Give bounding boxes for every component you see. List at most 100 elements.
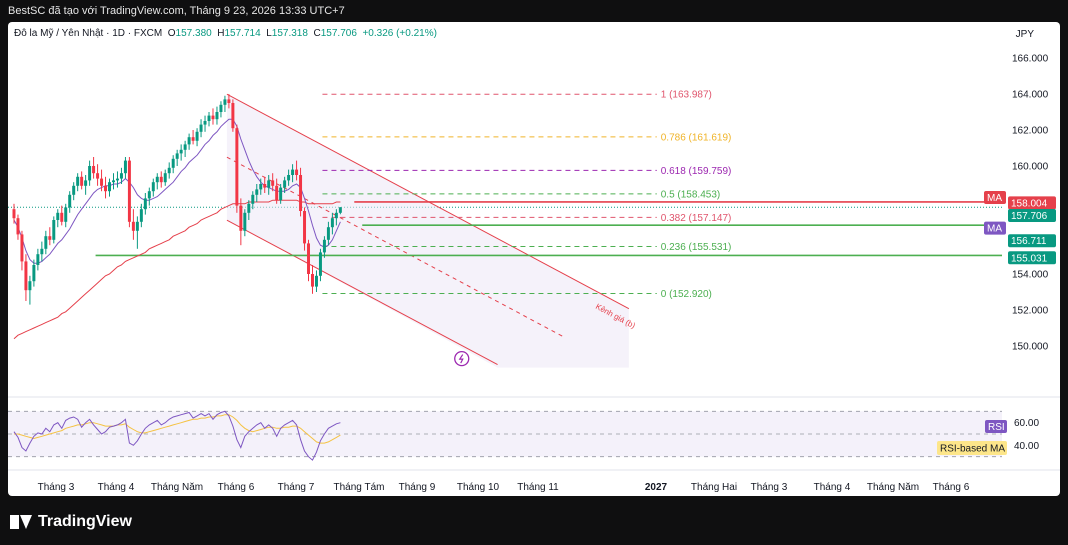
- candle-body: [72, 185, 76, 195]
- close-value: 157.706: [320, 28, 357, 39]
- time-tick-label: Tháng 3: [38, 482, 75, 493]
- ma-short-line: [13, 118, 341, 264]
- chart-card[interactable]: Đô la Mỹ / Yên Nhật · 1D · FXCM O157.380…: [8, 22, 1060, 496]
- candle-body: [44, 236, 48, 249]
- candle-body: [104, 185, 108, 192]
- symbol-legend: Đô la Mỹ / Yên Nhật · 1D · FXCM O157.380…: [14, 28, 437, 39]
- candle-body: [326, 227, 330, 240]
- candle-body: [191, 137, 195, 141]
- candle-body: [183, 144, 187, 150]
- candle-body: [24, 261, 28, 291]
- price-tag: [984, 191, 1006, 204]
- high-value: 157.714: [224, 28, 261, 39]
- candle-body: [56, 212, 60, 220]
- candle-body: [311, 274, 314, 287]
- price-tick-label: 154.000: [1012, 270, 1049, 281]
- candle-body: [251, 194, 255, 204]
- candle-body: [108, 182, 111, 192]
- candle-body: [80, 176, 84, 186]
- candle-body: [20, 234, 24, 262]
- fib-level-label: 0.5 (158.453): [661, 189, 721, 200]
- candle-body: [167, 167, 171, 174]
- candle-body: [211, 115, 215, 120]
- time-tick-label: Tháng 7: [278, 482, 315, 493]
- candle-body: [267, 180, 271, 188]
- candle-body: [287, 175, 291, 181]
- rsi-ma-tag: [937, 441, 1007, 455]
- price-tag-label: MA: [987, 224, 1002, 235]
- lightning-icon: [454, 350, 470, 367]
- candle-body: [195, 131, 199, 141]
- candle-body: [135, 221, 139, 231]
- price-tag-label: 156.711: [1011, 236, 1047, 247]
- time-tick-label: Tháng 4: [98, 482, 135, 493]
- time-tick-label: Tháng 10: [457, 482, 500, 493]
- candle-body: [215, 112, 219, 120]
- candle-body: [32, 265, 36, 282]
- time-tick-label: Tháng 6: [218, 482, 255, 493]
- fib-level-label: 0.236 (155.531): [661, 242, 732, 253]
- candle-body: [334, 212, 338, 219]
- candle-body: [76, 176, 80, 186]
- candle-body: [299, 175, 303, 211]
- candle-body: [179, 149, 183, 154]
- candle-body: [123, 160, 127, 174]
- candle-body: [247, 203, 251, 213]
- candle-body: [271, 180, 275, 186]
- candle-body: [60, 212, 64, 222]
- low-value: 157.318: [271, 28, 308, 39]
- price-tag: [1008, 234, 1056, 248]
- symbol-name: Đô la Mỹ / Yên Nhật · 1D · FXCM: [14, 28, 163, 39]
- candle-body: [163, 173, 167, 183]
- candle-body: [40, 248, 44, 255]
- brand-name: TradingView: [38, 513, 132, 530]
- candle-body: [199, 124, 203, 132]
- time-tick-label: Tháng Hai: [691, 482, 737, 493]
- price-tick-label: 150.000: [1012, 342, 1049, 353]
- ma-long-line: [13, 199, 341, 340]
- candle-body: [255, 189, 259, 195]
- price-chart[interactable]: 166.000164.000162.000160.000158.000156.0…: [8, 22, 1060, 496]
- watermark-header: BestSC đã tạo với TradingView.com, Tháng…: [8, 5, 345, 17]
- candle-body: [151, 182, 155, 192]
- candle-body: [318, 252, 322, 276]
- candle-body: [338, 207, 342, 213]
- candle-body: [330, 218, 334, 228]
- candle-body: [259, 184, 263, 190]
- candle-body: [175, 153, 179, 159]
- candle-body: [159, 176, 163, 183]
- time-tick-label: Tháng 6: [933, 482, 970, 493]
- candle-body: [295, 169, 299, 175]
- rsi-ma-line: [14, 414, 341, 444]
- channel-bottom-line: [226, 219, 498, 366]
- candle-body: [223, 99, 227, 105]
- candle-body: [283, 180, 287, 188]
- candle-body: [155, 176, 159, 183]
- lightning-icon-glyph: [458, 354, 464, 364]
- rsi-tick-label: 40.00: [1014, 441, 1039, 452]
- time-tick-label: Tháng Năm: [151, 482, 203, 493]
- price-tick-label: 152.000: [1012, 306, 1049, 317]
- price-tag-label: 155.031: [1011, 253, 1048, 264]
- candle-body: [96, 173, 100, 179]
- candle-body: [147, 191, 151, 199]
- rsi-line: [13, 410, 341, 461]
- price-tick-label: 164.000: [1012, 90, 1049, 101]
- candle-body: [68, 194, 72, 208]
- candle-body: [64, 207, 68, 222]
- time-tick-label: 2027: [645, 482, 668, 493]
- price-tag: [1008, 196, 1056, 210]
- candle-body: [314, 275, 318, 287]
- rsi-tag: [985, 420, 1007, 433]
- fib-level-label: 0.618 (159.759): [661, 166, 732, 177]
- price-tag: [984, 221, 1006, 235]
- price-tag: [1008, 251, 1056, 265]
- candle-body: [112, 180, 115, 183]
- rsi-tag-label: RSI: [988, 422, 1005, 433]
- price-tag-label: MA: [987, 193, 1002, 204]
- candle-body: [263, 184, 267, 188]
- rsi-tick-label: 60.00: [1014, 418, 1039, 429]
- candle-body: [92, 166, 96, 174]
- fib-level-label: 0.786 (161.619): [661, 132, 732, 143]
- fib-level-label: 0 (152.920): [661, 289, 712, 300]
